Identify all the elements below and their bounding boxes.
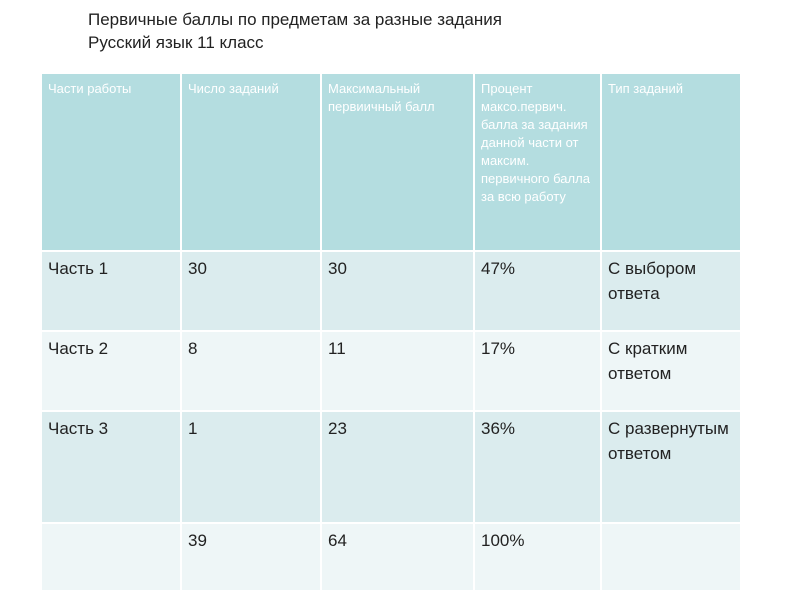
table-cell: 100%	[473, 522, 602, 592]
subtitle: Русский язык 11 класс	[88, 33, 264, 52]
table-cell: С развернутым ответом	[600, 410, 742, 524]
title: Первичные баллы по предметам за разные з…	[88, 10, 502, 29]
column-header: Части работы	[40, 72, 182, 252]
table-cell: 1	[180, 410, 322, 524]
table-cell: 17%	[473, 330, 602, 412]
table-cell: 11	[320, 330, 475, 412]
table-row: Часть 3 1 23 36% С развернутым ответом	[40, 410, 742, 524]
table-cell	[600, 522, 742, 592]
table-cell: 36%	[473, 410, 602, 524]
table-row: 39 64 100%	[40, 522, 742, 592]
column-header: Процент максо.первич. балла за задания д…	[473, 72, 602, 252]
table-cell: С кратким ответом	[600, 330, 742, 412]
table-cell: 30	[320, 250, 475, 332]
table-cell: 47%	[473, 250, 602, 332]
column-header: Число заданий	[180, 72, 322, 252]
table-cell	[40, 522, 182, 592]
header: Первичные баллы по предметам за разные з…	[88, 8, 502, 54]
table: Части работы Число заданий Максимальный пе…	[40, 72, 742, 592]
table-body: Часть 1 30 30 47% С выбором ответа Часть 2 8 11…	[40, 250, 742, 592]
column-header: Максимальный первиичный балл	[320, 72, 475, 252]
table-cell: 64	[320, 522, 475, 592]
table-cell: 8	[180, 330, 322, 412]
table-cell: Часть 2	[40, 330, 182, 412]
table-row: Часть 1 30 30 47% С выбором ответа	[40, 250, 742, 332]
table-cell: Часть 1	[40, 250, 182, 332]
table-cell: 30	[180, 250, 322, 332]
table-cell: С выбором ответа	[600, 250, 742, 332]
table-cell: 23	[320, 410, 475, 524]
table-cell: 39	[180, 522, 322, 592]
table-row: Часть 2 8 11 17% С кратким ответом	[40, 330, 742, 412]
column-header: Тип заданий	[600, 72, 742, 252]
header-row: Части работы Число заданий Максимальный пе…	[40, 72, 742, 252]
table-cell: Часть 3	[40, 410, 182, 524]
